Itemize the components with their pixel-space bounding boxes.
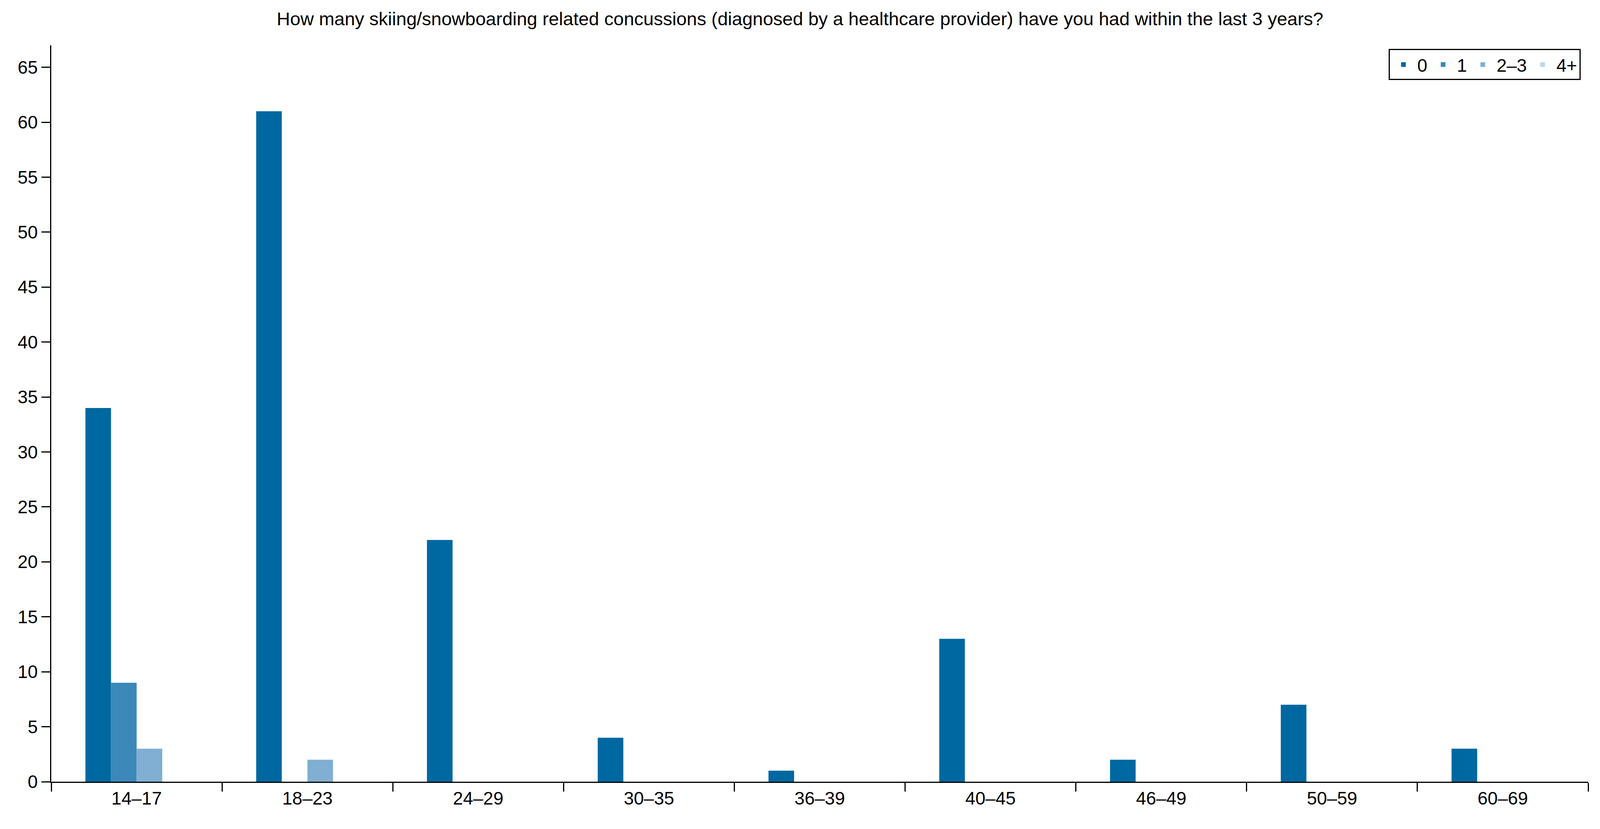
svg-text:46–49: 46–49 xyxy=(1135,788,1187,809)
svg-text:1: 1 xyxy=(1456,55,1468,76)
svg-text:45: 45 xyxy=(17,276,38,298)
svg-text:0: 0 xyxy=(27,771,38,793)
svg-text:15: 15 xyxy=(17,606,38,628)
svg-text:25: 25 xyxy=(17,496,38,518)
svg-text:55: 55 xyxy=(17,167,38,188)
svg-text:50–59: 50–59 xyxy=(1306,788,1358,809)
svg-text:5: 5 xyxy=(27,716,38,738)
svg-text:10: 10 xyxy=(17,661,38,683)
svg-text:2–3: 2–3 xyxy=(1496,55,1528,76)
svg-text:How many skiing/snowboarding r: How many skiing/snowboarding related con… xyxy=(276,8,1324,30)
svg-text:18–23: 18–23 xyxy=(282,788,333,809)
svg-text:20: 20 xyxy=(17,551,38,573)
svg-text:30: 30 xyxy=(17,441,38,463)
svg-text:50: 50 xyxy=(17,221,38,243)
svg-text:0: 0 xyxy=(1417,55,1428,76)
svg-text:60: 60 xyxy=(17,111,38,133)
svg-text:30–35: 30–35 xyxy=(623,788,675,809)
svg-text:40: 40 xyxy=(17,331,38,353)
svg-text:35: 35 xyxy=(17,386,38,408)
svg-text:36–39: 36–39 xyxy=(794,788,845,809)
svg-text:65: 65 xyxy=(17,57,38,78)
svg-text:60–69: 60–69 xyxy=(1477,788,1528,809)
svg-text:24–29: 24–29 xyxy=(453,788,504,809)
svg-text:4+: 4+ xyxy=(1556,55,1577,76)
svg-text:40–45: 40–45 xyxy=(965,788,1016,809)
svg-text:14–17: 14–17 xyxy=(111,788,163,809)
